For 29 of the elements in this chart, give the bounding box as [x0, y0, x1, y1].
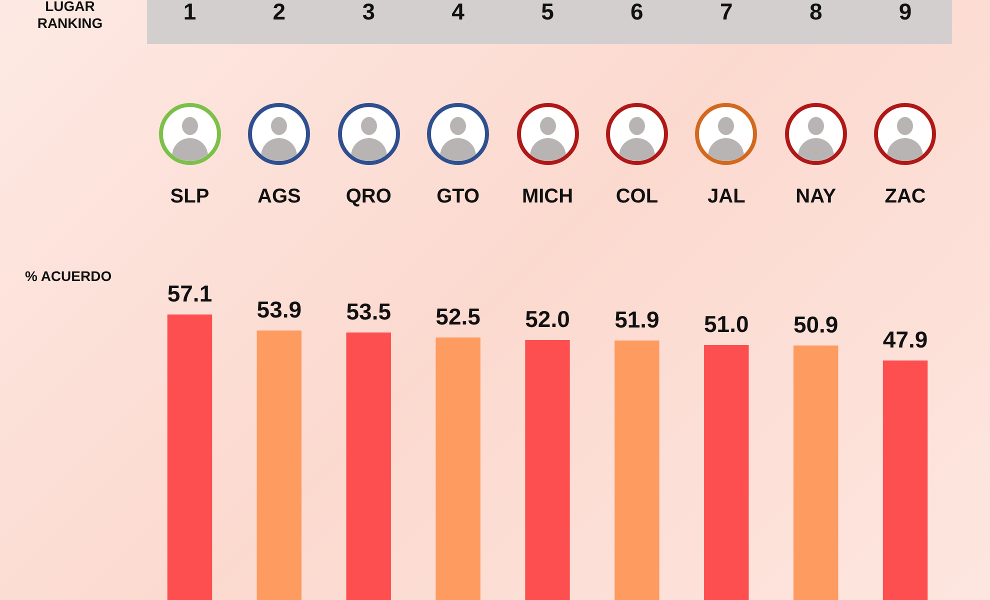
data-label: 51.0 [704, 310, 749, 337]
x-tick-label: COL [616, 186, 658, 208]
text: 3 [362, 0, 376, 24]
text: 1 [183, 0, 196, 24]
y-axis-title: % ACUERDO [25, 268, 112, 284]
text: 5 [541, 0, 554, 24]
data-label: 52.5 [436, 303, 481, 330]
data-label: 51.9 [614, 306, 660, 332]
data-label: 53.5 [346, 298, 392, 324]
data-label: 50.9 [793, 311, 838, 338]
x-tick-label: NAY [796, 186, 837, 208]
data-label: 57.1 [167, 280, 212, 306]
x-tick-label: ZAC [884, 186, 926, 208]
text: 8 [809, 0, 822, 24]
x-tick-label: MICH [522, 186, 574, 208]
x-tick-label: JAL [707, 186, 746, 208]
data-label: 53.9 [256, 296, 302, 322]
x-tick-label: SLP [170, 186, 210, 208]
text: 7 [720, 0, 733, 24]
text: 6 [630, 0, 644, 24]
x-tick-label: AGS [257, 186, 301, 208]
text: 9 [898, 0, 912, 24]
x-tick-label: GTO [436, 186, 480, 208]
text: 4 [452, 0, 465, 24]
text: 2 [272, 0, 286, 24]
data-label: 52.0 [525, 306, 570, 332]
x-tick-label: QRO [346, 186, 392, 208]
text: LUGAR RANKING [37, 0, 103, 31]
data-label: 47.9 [882, 326, 928, 352]
